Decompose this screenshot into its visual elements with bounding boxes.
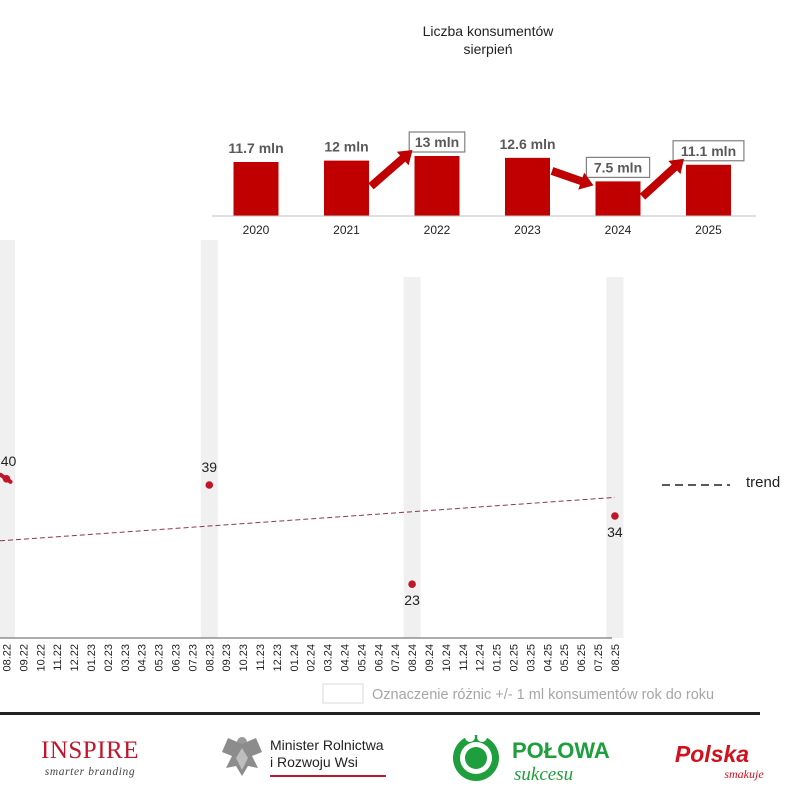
x-tick-label-09.23: 09.23 <box>221 644 233 672</box>
x-tick-label-02.25: 02.25 <box>509 644 521 672</box>
data-point-08.23 <box>205 481 214 489</box>
x-tick-label-02.23: 02.23 <box>103 644 115 672</box>
ministry-logo-line1: Minister Rolnictwa <box>270 737 384 753</box>
inspire-logo-name: INSPIRE <box>41 737 139 764</box>
polowa-sukcesu-logo: POŁOWA sukcesu <box>453 732 610 785</box>
x-tick-label-04.25: 04.25 <box>542 644 554 672</box>
polska-logo-name: Polska <box>675 741 749 767</box>
bar-2020 <box>233 162 279 216</box>
highlight-legend-label: Oznaczenie różnic +/- 1 ml konsumentów r… <box>372 687 714 703</box>
bar-2025 <box>686 164 731 216</box>
bar-label-box-2024 <box>585 156 651 178</box>
bar-label-box-2022 <box>408 131 466 153</box>
consumers-scatter-chart: 40 39 23 34 08.22 09.22 10.22 11.22 12.22 01.23 0… <box>0 240 780 704</box>
bar-data-label-2023: 12.6 mln <box>499 136 555 152</box>
polska-logo-sub: smakuje <box>724 767 764 781</box>
x-tick-label-10.23: 10.23 <box>238 644 250 672</box>
x-tick-label-12.22: 12.22 <box>69 644 81 672</box>
data-point-label-08.22: 40 <box>1 453 17 469</box>
bar-data-label-2022: 13 mln <box>415 134 459 150</box>
data-point-label-08.25: 34 <box>607 524 623 540</box>
x-tick-label-12.23: 12.23 <box>272 644 284 672</box>
x-tick-label-05.25: 05.25 <box>559 644 571 672</box>
x-tick-label-08.25: 08.25 <box>610 644 622 672</box>
x-tick-label-10.22: 10.22 <box>35 644 47 672</box>
x-tick-label-11.22: 11.22 <box>52 644 64 671</box>
bar-2022 <box>414 156 460 216</box>
data-point-08.24 <box>408 580 416 588</box>
x-tick-label-07.25: 07.25 <box>593 644 605 672</box>
consumers-bar-chart: Liczba konsumentów sierpień 11.7 mln 2020… <box>212 23 756 237</box>
bar-category-label-2020: 2020 <box>243 223 270 237</box>
bar-data-label-2025: 11.1 mln <box>681 143 736 159</box>
change-arrow-2021-2022 <box>368 150 413 190</box>
x-tick-label-04.23: 04.23 <box>137 644 149 672</box>
inspire-logo-tagline: smarter branding <box>45 766 135 778</box>
bar-2024 <box>595 181 641 216</box>
bar-category-label-2021: 2021 <box>333 223 360 237</box>
bar-2023 <box>505 157 550 216</box>
clover-circle-icon <box>453 732 499 781</box>
x-tick-label-05.24: 05.24 <box>356 644 368 672</box>
bar-2021 <box>324 160 369 216</box>
x-tick-label-09.22: 09.22 <box>18 644 30 672</box>
bar-category-label-2024: 2024 <box>605 223 632 237</box>
x-tick-label-06.24: 06.24 <box>373 644 385 672</box>
x-tick-label-09.24: 09.24 <box>424 644 436 672</box>
x-tick-label-08.22: 08.22 <box>2 644 14 672</box>
x-tick-label-07.24: 07.24 <box>390 644 402 672</box>
polowa-logo-name: POŁOWA <box>512 738 610 763</box>
highlight-band-08.23 <box>200 240 218 638</box>
data-line-segment <box>0 472 13 484</box>
data-point-label-08.24: 23 <box>404 592 420 608</box>
x-tick-label-03.25: 03.25 <box>525 644 537 672</box>
bar-chart-subtitle: sierpień <box>463 41 512 57</box>
bar-data-label-2020: 11.7 mln <box>228 140 283 156</box>
eagle-emblem-icon <box>222 737 262 776</box>
x-tick-label-10.24: 10.24 <box>441 644 453 672</box>
x-tick-label-01.24: 01.24 <box>289 644 301 672</box>
x-tick-label-11.24: 11.24 <box>458 644 470 671</box>
polska-smakuje-logo: Polska smakuje <box>675 741 764 781</box>
bar-category-label-2023: 2023 <box>514 223 541 237</box>
change-arrow-2023-2024 <box>550 167 594 190</box>
bar-data-label-2021: 12 mln <box>324 139 368 155</box>
x-tick-label-11.23: 11.23 <box>255 644 267 671</box>
bar-chart-title: Liczba konsumentów <box>423 23 555 39</box>
x-tick-label-12.24: 12.24 <box>475 644 487 672</box>
ministry-logo-line2: i Rozwoju Wsi <box>270 754 358 770</box>
x-tick-label-05.23: 05.23 <box>154 644 166 672</box>
change-arrow-2024-2025 <box>639 158 684 200</box>
data-point-08.25 <box>611 512 619 520</box>
x-tick-label-01.25: 01.25 <box>492 644 504 672</box>
footer-separator <box>0 712 760 715</box>
highlight-band-08.24 <box>403 277 421 638</box>
data-point-label-08.23: 39 <box>202 459 218 475</box>
inspire-logo: INSPIRE smarter branding <box>41 737 139 778</box>
bar-category-label-2022: 2022 <box>424 223 451 237</box>
x-tick-label-08.24: 08.24 <box>407 644 419 672</box>
x-tick-label-08.23: 08.23 <box>204 644 216 672</box>
highlight-band-08.25 <box>606 277 624 638</box>
bar-category-label-2025: 2025 <box>695 223 722 237</box>
x-tick-label-03.24: 03.24 <box>323 644 335 672</box>
trend-legend-label: trend <box>746 474 780 491</box>
x-tick-label-04.24: 04.24 <box>340 644 352 672</box>
x-tick-label-01.23: 01.23 <box>86 644 98 672</box>
x-tick-label-03.23: 03.23 <box>120 644 132 672</box>
highlight-legend-swatch <box>322 683 364 704</box>
bar-data-label-2024: 7.5 mln <box>594 159 642 175</box>
bar-label-box-2025 <box>672 140 745 162</box>
x-tick-label-06.25: 06.25 <box>576 644 588 672</box>
trend-line <box>0 496 615 542</box>
highlight-band-08.22 <box>0 240 15 638</box>
x-tick-label-02.24: 02.24 <box>306 644 318 672</box>
x-tick-label-06.23: 06.23 <box>171 644 183 672</box>
x-tick-label-07.23: 07.23 <box>187 644 199 672</box>
polowa-logo-sub: sukcesu <box>514 764 573 785</box>
ministry-logo: Minister Rolnictwa i Rozwoju Wsi <box>222 737 386 777</box>
